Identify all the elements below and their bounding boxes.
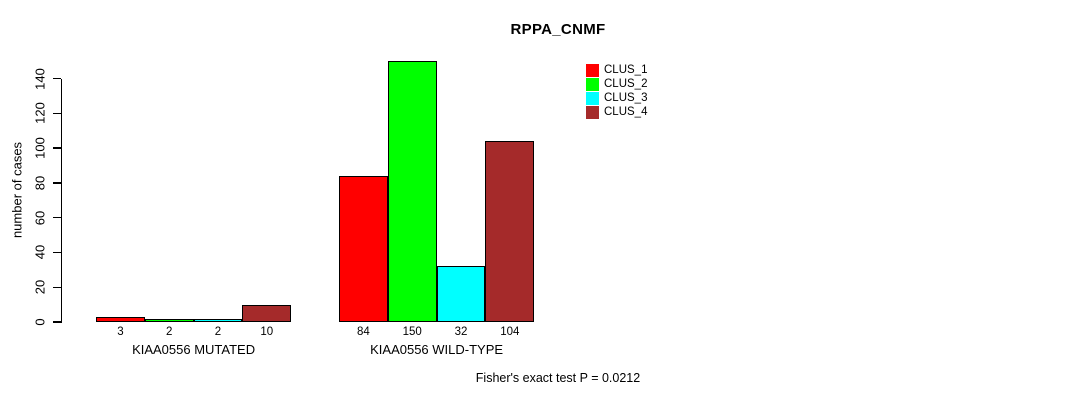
y-tick-label: 80 — [32, 175, 48, 191]
legend-label: CLUS_2 — [604, 78, 648, 90]
bar-value-label: 84 — [356, 326, 370, 338]
y-axis-tick — [53, 321, 61, 323]
bar-value-label: 2 — [214, 326, 222, 338]
bar-value-label: 150 — [402, 326, 422, 338]
legend-item-clus_1: CLUS_1 — [586, 63, 647, 77]
bar-clus_2-wild-type — [387, 61, 437, 322]
bar-clus_4-mutated — [242, 304, 292, 322]
fisher-test-annotation: Fisher's exact test P = 0.0212 — [475, 371, 641, 385]
legend-item-clus_3: CLUS_3 — [586, 91, 647, 105]
chart-title: RPPA_CNMF — [510, 21, 606, 38]
y-axis-tick — [53, 286, 61, 288]
legend-item-clus_2: CLUS_2 — [586, 77, 647, 91]
legend: CLUS_1 CLUS_2 CLUS_3 CLUS_4 — [586, 63, 647, 119]
legend-label: CLUS_4 — [604, 106, 648, 118]
y-axis-tick — [53, 112, 61, 115]
bar-clus_4-wild-type — [485, 141, 535, 322]
legend-swatch-clus_4 — [586, 105, 599, 119]
y-tick-label: 120 — [32, 102, 48, 125]
bar-clus_3-mutated — [193, 318, 243, 322]
y-tick-label: 140 — [32, 67, 48, 90]
y-tick-label: 60 — [32, 210, 48, 225]
bar-clus_1-mutated — [96, 316, 145, 322]
bar-value-label: 104 — [500, 326, 520, 338]
y-axis-line — [61, 78, 63, 323]
y-axis-tick — [53, 182, 61, 184]
bar-value-label: 3 — [117, 326, 124, 338]
bar-value-label: 32 — [454, 326, 468, 338]
legend-label: CLUS_3 — [604, 92, 648, 104]
bar-value-label: 10 — [260, 326, 274, 338]
group-label-mutated: KIAA0556 MUTATED — [132, 342, 256, 357]
y-axis-label: number of cases — [9, 141, 25, 239]
legend-label: CLUS_1 — [604, 64, 648, 76]
bar-value-label: 2 — [165, 326, 173, 338]
legend-swatch-clus_3 — [586, 91, 599, 105]
y-axis-tick — [53, 216, 61, 219]
y-axis-tick — [53, 77, 61, 80]
legend-swatch-clus_2 — [586, 77, 599, 91]
y-tick-label: 100 — [32, 137, 48, 159]
y-tick-label: 40 — [32, 245, 48, 260]
y-axis-tick — [53, 147, 61, 149]
group-label-wild-type: KIAA0556 WILD-TYPE — [370, 342, 504, 357]
y-tick-label: 20 — [32, 279, 48, 295]
legend-swatch-clus_1 — [586, 63, 599, 77]
bar-clus_2-mutated — [144, 318, 194, 322]
y-axis-tick — [53, 251, 61, 254]
legend-item-clus_4: CLUS_4 — [586, 105, 647, 119]
bar-clus_1-wild-type — [339, 175, 388, 322]
y-tick-label: 0 — [32, 318, 48, 326]
bar-clus_3-wild-type — [436, 266, 486, 322]
